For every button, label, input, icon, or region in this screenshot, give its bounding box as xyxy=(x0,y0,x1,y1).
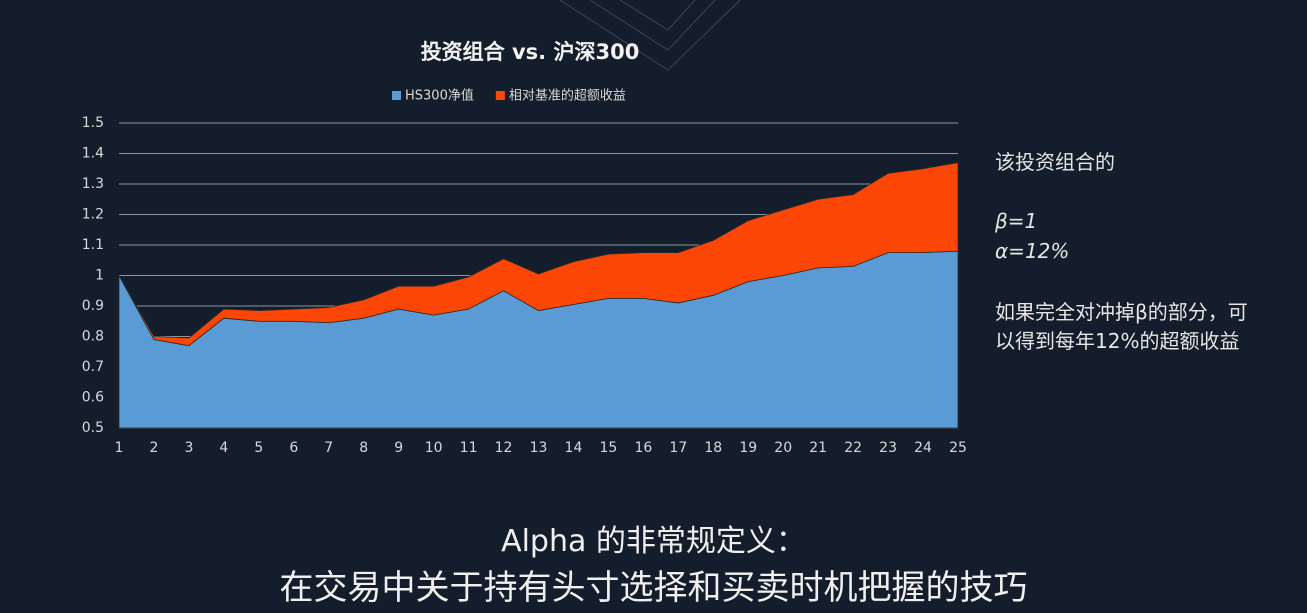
caption-line1: Alpha 的非常规定义： xyxy=(501,524,806,559)
x-tick-label: 16 xyxy=(634,440,652,456)
y-tick-label: 1.4 xyxy=(82,146,104,162)
x-tick-label: 18 xyxy=(704,440,722,456)
x-tick-label: 3 xyxy=(184,440,193,456)
y-tick-label: 0.5 xyxy=(82,420,104,436)
note-beta: β=1 xyxy=(995,209,1038,233)
area xyxy=(118,162,959,347)
x-tick-label: 22 xyxy=(844,440,862,456)
x-tick-label: 8 xyxy=(359,440,368,456)
legend-label: 相对基准的超额收益 xyxy=(509,88,626,104)
chart-title: 投资组合 vs. 沪深300 xyxy=(421,40,640,64)
x-tick-label: 4 xyxy=(219,440,228,456)
x-tick-label: 14 xyxy=(565,440,583,456)
x-tick-label: 2 xyxy=(149,440,158,456)
x-tick-label: 13 xyxy=(530,440,548,456)
x-tick-label: 25 xyxy=(949,440,967,456)
x-tick-label: 19 xyxy=(739,440,757,456)
x-tick-label: 24 xyxy=(914,440,932,456)
decoration xyxy=(559,0,741,71)
legend-swatch xyxy=(495,91,505,100)
x-tick-label: 6 xyxy=(289,440,298,456)
x-tick-label: 12 xyxy=(495,440,513,456)
y-tick-label: 0.8 xyxy=(82,329,104,345)
y-tick-label: 0.6 xyxy=(82,390,104,406)
x-tick-label: 15 xyxy=(600,440,618,456)
x-tick-label: 7 xyxy=(324,440,333,456)
note-heading: 该投资组合的 xyxy=(995,150,1115,174)
note-alpha: α=12% xyxy=(995,239,1070,263)
x-tick-label: 20 xyxy=(774,440,792,456)
y-tick-label: 1.2 xyxy=(82,207,104,223)
x-tick-label: 1 xyxy=(115,440,124,456)
x-tick-label: 23 xyxy=(879,440,897,456)
y-tick-label: 1 xyxy=(95,268,104,284)
y-tick-label: 0.7 xyxy=(82,359,104,375)
legend-label: HS300净值 xyxy=(405,88,474,104)
note-body: 如果完全对冲掉β的部分，可以得到每年12%的超额收益 xyxy=(995,300,1248,353)
x-tick-label: 5 xyxy=(254,440,263,456)
y-tick-label: 1.5 xyxy=(82,115,104,131)
x-tick-label: 21 xyxy=(809,440,827,456)
y-tick-label: 1.3 xyxy=(82,176,104,192)
y-tick-label: 1.1 xyxy=(82,237,104,253)
x-tick-label: 9 xyxy=(394,440,403,456)
y-tick-label: 0.9 xyxy=(82,298,104,314)
x-tick-label: 17 xyxy=(669,440,687,456)
legend-swatch xyxy=(392,91,401,100)
x-tick-label: 11 xyxy=(460,440,478,456)
caption-line2: 在交易中关于持有头寸选择和买卖时机把握的技巧 xyxy=(279,568,1028,608)
x-tick-label: 10 xyxy=(425,440,443,456)
